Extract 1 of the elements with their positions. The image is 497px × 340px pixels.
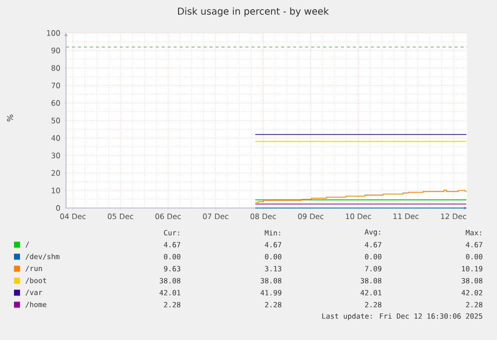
- chart-title: Disk usage in percent - by week: [178, 7, 329, 17]
